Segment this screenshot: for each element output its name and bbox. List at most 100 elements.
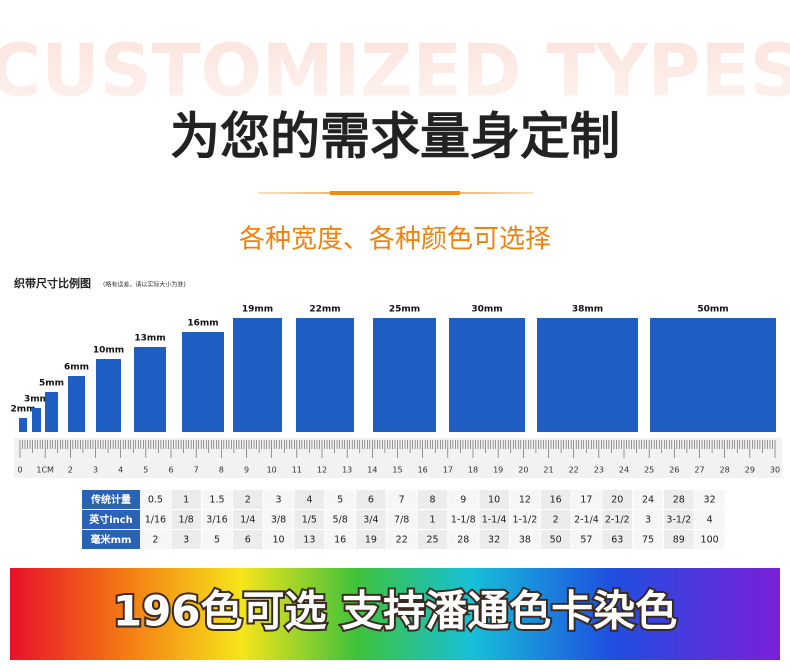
scale-note: (略有误差，请以实际大小为准) bbox=[103, 281, 186, 289]
ruler-label: 11 bbox=[292, 466, 302, 475]
cell-text: 10 bbox=[273, 535, 285, 546]
cell-text: 3/4 bbox=[363, 515, 378, 526]
cell-text: 3 bbox=[645, 515, 651, 526]
ribbon-label: 25mm bbox=[389, 305, 420, 315]
cell bbox=[386, 530, 417, 549]
cell-text: 20 bbox=[611, 495, 623, 506]
cell bbox=[633, 490, 663, 509]
cell bbox=[571, 530, 602, 549]
cell bbox=[602, 530, 633, 549]
subtitle: 各种宽度、各种颜色可选择 bbox=[239, 225, 551, 255]
row-header: 毫米mm bbox=[91, 533, 132, 546]
ruler-label: 26 bbox=[669, 466, 679, 475]
cell bbox=[633, 530, 663, 549]
cell-text: 1-1/8 bbox=[451, 515, 476, 526]
cell bbox=[448, 510, 479, 529]
cell-text: 4 bbox=[306, 495, 312, 506]
cell bbox=[448, 490, 479, 509]
cell-text: 1-1/4 bbox=[482, 515, 507, 526]
cell-text: 1 bbox=[183, 495, 189, 506]
cell bbox=[540, 510, 571, 529]
ribbon bbox=[537, 318, 638, 432]
ribbon-label: 30mm bbox=[471, 305, 502, 315]
cell-text: 1/8 bbox=[179, 515, 194, 526]
ruler-label: 2 bbox=[68, 466, 73, 475]
ribbon-label: 13mm bbox=[134, 334, 165, 344]
row-header-cell bbox=[82, 530, 140, 549]
cell-text: 8 bbox=[429, 495, 435, 506]
ribbon bbox=[96, 359, 121, 432]
cell bbox=[325, 490, 356, 509]
cell bbox=[386, 510, 417, 529]
cell bbox=[294, 490, 325, 509]
banner-text: 196色可选 支持潘通色卡染色 bbox=[113, 587, 677, 636]
row-header: 传统计量 bbox=[90, 493, 131, 506]
cell-text: 2 bbox=[553, 515, 559, 526]
cell-text: 100 bbox=[701, 535, 719, 546]
ribbon bbox=[68, 376, 85, 432]
ribbon bbox=[182, 332, 224, 432]
cell-text: 5 bbox=[337, 495, 343, 506]
ruler: 0 1CM 2 3 4 5 6 7 8 9 10 11 12 13 14 15 16 17 18 19 20 21 22 23… bbox=[14, 438, 782, 478]
cell bbox=[356, 510, 386, 529]
cell bbox=[171, 530, 202, 549]
ruler-label: 18 bbox=[468, 466, 478, 475]
cell-text: 3 bbox=[183, 535, 189, 546]
ruler-label: 28 bbox=[720, 466, 730, 475]
ruler-label: 14 bbox=[367, 466, 377, 475]
cell-text: 16 bbox=[550, 495, 562, 506]
cell-text: 6 bbox=[245, 535, 251, 546]
ruler-label: 17 bbox=[443, 466, 453, 475]
cell-text: 24 bbox=[642, 495, 654, 506]
title: 为您的需求量身定制 bbox=[170, 108, 620, 166]
cell-text: 5 bbox=[214, 535, 220, 546]
ribbon-label: 22mm bbox=[309, 305, 340, 315]
cell-text: 22 bbox=[396, 535, 408, 546]
scale-title: 织带尺寸比例图 bbox=[14, 276, 91, 290]
ribbon bbox=[373, 318, 436, 432]
cell-text: 63 bbox=[611, 535, 623, 546]
cell-text: 1/4 bbox=[240, 515, 255, 526]
cell-text: 2-1/4 bbox=[574, 515, 599, 526]
ribbon bbox=[19, 418, 27, 432]
cell bbox=[571, 490, 602, 509]
cell bbox=[202, 530, 232, 549]
cell bbox=[663, 530, 694, 549]
cell bbox=[294, 510, 325, 529]
cell-text: 32 bbox=[488, 535, 500, 546]
cell bbox=[694, 490, 725, 509]
cell bbox=[232, 510, 263, 529]
cell bbox=[356, 490, 386, 509]
cell-text: 38 bbox=[519, 535, 531, 546]
ruler-label: 20 bbox=[518, 466, 528, 475]
cell bbox=[356, 530, 386, 549]
ribbon bbox=[233, 318, 282, 432]
cell bbox=[325, 510, 356, 529]
ruler-label: 15 bbox=[392, 466, 402, 475]
cell bbox=[509, 490, 540, 509]
ruler-label: 19 bbox=[493, 466, 503, 475]
cell bbox=[171, 490, 202, 509]
ruler-label: 27 bbox=[694, 466, 704, 475]
cell-text: 2-1/2 bbox=[605, 515, 630, 526]
cell-text: 9 bbox=[460, 495, 466, 506]
cell-text: 1/16 bbox=[145, 515, 166, 526]
cell-text: 1-1/2 bbox=[512, 515, 537, 526]
ribbon-label: 19mm bbox=[242, 305, 273, 315]
ruler-label: 4 bbox=[118, 466, 123, 475]
ribbon bbox=[296, 318, 354, 432]
banner bbox=[10, 568, 780, 660]
ruler-label: 1CM bbox=[36, 466, 54, 475]
ruler-label: 10 bbox=[267, 466, 277, 475]
cell bbox=[140, 510, 171, 529]
cell-text: 13 bbox=[303, 535, 315, 546]
cell bbox=[140, 490, 171, 509]
ribbon-label: 16mm bbox=[187, 319, 218, 329]
cell bbox=[417, 530, 448, 549]
divider-accent bbox=[330, 191, 460, 195]
ruler-label: 0 bbox=[17, 466, 22, 475]
cell-text: 6 bbox=[368, 495, 374, 506]
ribbon-label: 10mm bbox=[93, 346, 124, 356]
cell-text: 19 bbox=[365, 535, 377, 546]
cell bbox=[663, 510, 694, 529]
